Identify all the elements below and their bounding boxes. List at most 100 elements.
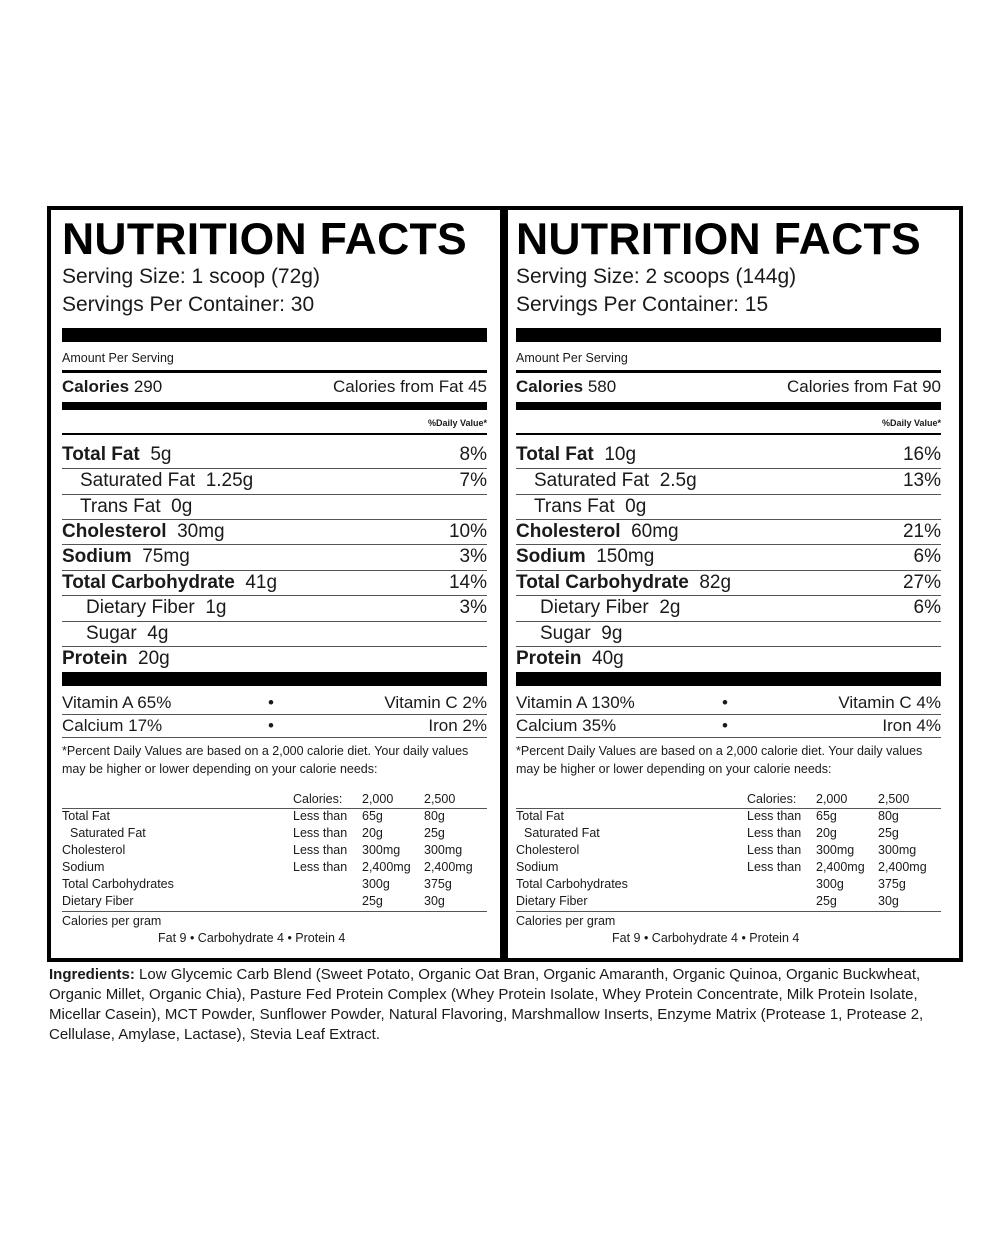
nutrient-row-protein: Protein 40g xyxy=(516,646,941,671)
dv-2500: 375g xyxy=(424,877,452,891)
rule xyxy=(62,646,487,647)
nutrient-row-protein: Protein 20g xyxy=(62,646,487,671)
rule xyxy=(516,468,941,469)
nutrient-name: Cholesterol xyxy=(516,521,621,542)
nutrient-name: Protein xyxy=(516,648,582,669)
dv-qualifier: Less than xyxy=(293,809,348,823)
vitamin-row: Vitamin A 130% • Vitamin C 4% xyxy=(516,692,941,714)
dv-qualifier: Less than xyxy=(747,809,802,823)
calories-label: Calories xyxy=(516,377,584,396)
dv-qualifier: Less than xyxy=(293,843,348,857)
nutrient-amount: 41g xyxy=(245,572,278,593)
nutrient-row-sugar: Sugar 9g xyxy=(516,621,941,646)
vitamin-left: Calcium 17% xyxy=(62,716,163,735)
col-2000: 2,000 xyxy=(362,792,394,806)
medium-bar xyxy=(516,402,941,410)
bullet: • xyxy=(268,716,274,735)
dv-nutrient: Dietary Fiber xyxy=(516,894,588,908)
rule xyxy=(516,911,941,912)
dv-table-header: Calories: 2,000 2,500 xyxy=(516,791,941,808)
nutrient-row-sodium: Sodium 75mg 3% xyxy=(62,544,487,569)
calories-per-gram-detail: Fat 9 • Carbohydrate 4 • Protein 4 xyxy=(158,931,346,945)
dv-2000: 65g xyxy=(362,809,383,823)
rule xyxy=(516,714,941,715)
panel-title: NUTRITION FACTS xyxy=(516,215,921,264)
dv-table-row: Sodium Less than 2,400mg 2,400mg xyxy=(516,859,941,876)
rule xyxy=(516,494,941,495)
nutrient-amount: 9g xyxy=(601,623,623,644)
dv-2000: 20g xyxy=(816,826,837,840)
dv-2500: 300mg xyxy=(878,843,917,857)
dv-2500: 25g xyxy=(878,826,899,840)
calories-row: Calories 290 Calories from Fat 45 xyxy=(62,376,487,398)
ingredients-statement: Ingredients: Low Glycemic Carb Blend (Sw… xyxy=(49,965,959,1045)
nutrient-pct: 6% xyxy=(913,546,941,567)
col-2500: 2,500 xyxy=(878,792,910,806)
servings-per-container: Servings Per Container: 30 xyxy=(62,293,315,316)
dv-table-row: Total Carbohydrates 300g 375g xyxy=(62,876,487,893)
calories-from-fat: Calories from Fat 45 xyxy=(333,377,487,396)
nutrient-row-total-fat: Total Fat 5g 8% xyxy=(62,442,487,467)
nutrient-name: Saturated Fat xyxy=(80,470,196,491)
nutrient-amount: 5g xyxy=(150,444,172,465)
dv-nutrient: Cholesterol xyxy=(62,843,126,857)
dv-2500: 2,400mg xyxy=(878,860,927,874)
rule xyxy=(62,714,487,715)
nutrient-pct: 27% xyxy=(902,572,941,593)
nutrient-pct: 6% xyxy=(913,597,941,618)
nutrient-name: Total Fat xyxy=(516,444,594,465)
nutrient-pct: 21% xyxy=(902,521,941,542)
bullet: • xyxy=(268,693,274,712)
nutrient-amount: 4g xyxy=(147,623,169,644)
rule xyxy=(516,646,941,647)
calories-header: Calories: xyxy=(747,792,797,806)
amount-per-serving: Amount Per Serving xyxy=(62,351,174,365)
nutrient-row-dietary-fiber: Dietary Fiber 2g 6% xyxy=(516,595,941,620)
nutrient-amount: 0g xyxy=(171,496,193,517)
nutrient-row-total-carbohydrate: Total Carbohydrate 82g 27% xyxy=(516,570,941,595)
rule xyxy=(62,808,487,809)
dv-2500: 30g xyxy=(878,894,899,908)
nutrient-row-total-carbohydrate: Total Carbohydrate 41g 14% xyxy=(62,570,487,595)
amount-per-serving: Amount Per Serving xyxy=(516,351,628,365)
rule xyxy=(62,595,487,596)
nutrient-pct: 10% xyxy=(448,521,487,542)
rule xyxy=(62,494,487,495)
dv-table-row: Cholesterol Less than 300mg 300mg xyxy=(516,842,941,859)
calories-value: 580 xyxy=(587,377,617,396)
nutrient-name: Total Fat xyxy=(62,444,140,465)
dv-table-header: Calories: 2,000 2,500 xyxy=(62,791,487,808)
nutrient-row-trans-fat: Trans Fat 0g xyxy=(62,494,487,519)
dv-2000: 2,400mg xyxy=(816,860,865,874)
dv-2500: 30g xyxy=(424,894,445,908)
dv-nutrient: Total Carbohydrates xyxy=(516,877,628,891)
dv-qualifier: Less than xyxy=(293,826,348,840)
nutrient-pct: 8% xyxy=(459,444,487,465)
dv-2000: 300mg xyxy=(362,843,401,857)
nutrient-row-cholesterol: Cholesterol 60mg 21% xyxy=(516,519,941,544)
footnote: *Percent Daily Values are based on a 2,0… xyxy=(516,744,923,776)
rule xyxy=(62,737,487,738)
nutrition-panel-1-scoop: NUTRITION FACTS Serving Size: 1 scoop (7… xyxy=(62,210,487,958)
nutrient-amount: 2.5g xyxy=(659,470,697,491)
nutrient-name: Dietary Fiber xyxy=(540,597,649,618)
rule xyxy=(516,570,941,571)
serving-size: Serving Size: 2 scoops (144g) xyxy=(516,265,797,288)
daily-value-header: %Daily Value* xyxy=(427,418,487,428)
calories-header: Calories: xyxy=(293,792,343,806)
dv-qualifier: Less than xyxy=(293,860,348,874)
bullet: • xyxy=(722,693,728,712)
rule xyxy=(62,911,487,912)
nutrient-row-cholesterol: Cholesterol 30mg 10% xyxy=(62,519,487,544)
dv-2500: 80g xyxy=(424,809,445,823)
nutrient-row-saturated-fat: Saturated Fat 2.5g 13% xyxy=(516,468,941,493)
rule xyxy=(516,370,941,373)
rule xyxy=(516,544,941,545)
dv-2000: 65g xyxy=(816,809,837,823)
vitamin-right: Vitamin C 4% xyxy=(838,693,941,712)
panel-title: NUTRITION FACTS xyxy=(62,215,467,264)
dv-nutrient: Total Carbohydrates xyxy=(62,877,174,891)
dv-2000: 2,400mg xyxy=(362,860,411,874)
dv-2500: 2,400mg xyxy=(424,860,473,874)
nutrient-amount: 75mg xyxy=(142,546,190,567)
